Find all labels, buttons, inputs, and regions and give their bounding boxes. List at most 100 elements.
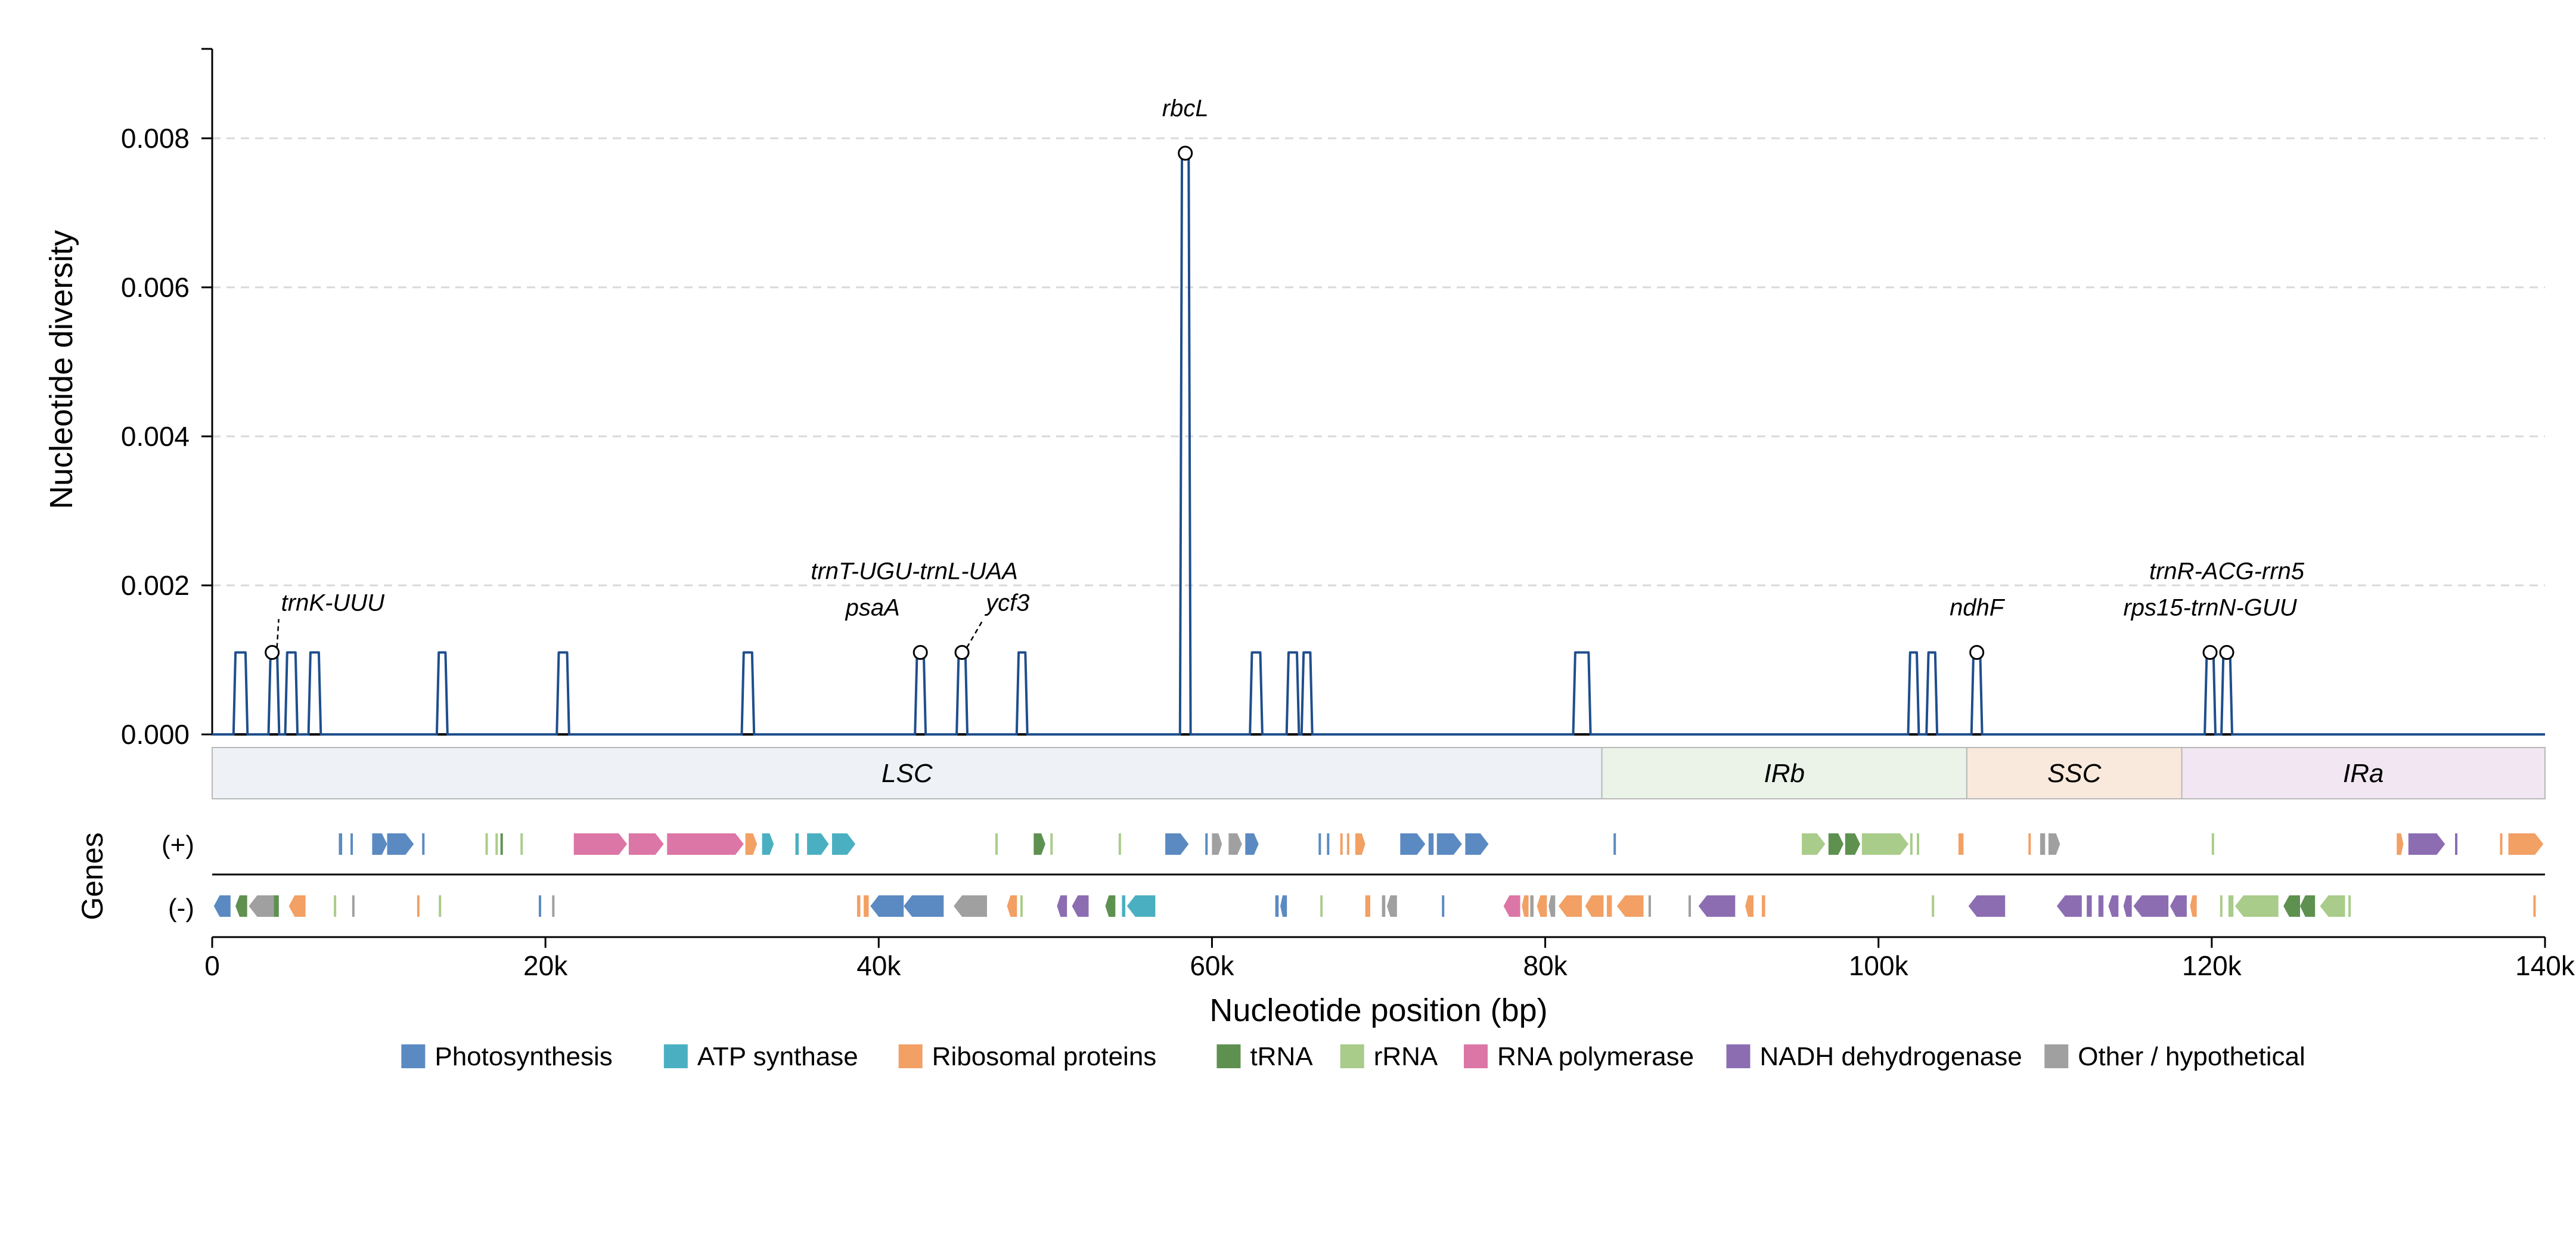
gene-minus-strand — [1548, 895, 1556, 917]
gene-plus-strand — [2508, 833, 2544, 855]
gene-minus-strand — [1020, 895, 1023, 917]
gene-plus-strand — [1400, 833, 1426, 855]
gene-minus-strand — [417, 895, 420, 917]
gene-minus-strand — [2320, 895, 2345, 917]
gene-minus-strand — [870, 895, 904, 917]
gene-minus-strand — [439, 895, 442, 917]
gene-minus-strand — [1382, 895, 1386, 917]
gene-plus-strand — [422, 833, 425, 855]
gene-plus-strand — [995, 833, 998, 855]
peak-marker — [954, 645, 970, 660]
gene-minus-strand — [2170, 895, 2187, 917]
gene-plus-strand — [1355, 833, 1365, 855]
gene-plus-strand — [1917, 833, 1920, 855]
region-ssc — [1966, 747, 2183, 799]
peak-marker — [2219, 645, 2234, 660]
gene-plus-strand — [1118, 833, 1121, 855]
gene-minus-strand — [2123, 895, 2132, 917]
gene-plus-strand — [2211, 833, 2214, 855]
gene-minus-strand — [1122, 895, 1126, 917]
peak-marker — [1178, 145, 1193, 161]
legend-swatch — [1340, 1044, 1364, 1068]
gene-minus-strand — [2300, 895, 2316, 917]
gene-minus-strand — [235, 895, 247, 917]
legend-label: Other / hypothetical — [2078, 1042, 2305, 1071]
region-label: IRa — [2343, 759, 2383, 788]
legend-label: Ribosomal proteins — [932, 1042, 1157, 1071]
gene-minus-strand — [1387, 895, 1397, 917]
y-tick-label: 0.004 — [121, 421, 190, 452]
legend-swatch — [1464, 1044, 1488, 1068]
gene-minus-strand — [352, 895, 355, 917]
gene-plus-strand — [1428, 833, 1434, 855]
gene-plus-strand — [1861, 833, 1908, 855]
gene-minus-strand — [1320, 895, 1323, 917]
region-irb — [1601, 747, 1967, 799]
y-tick-label: 0.002 — [121, 570, 190, 601]
annotation-label: trnK-UUU — [281, 590, 385, 616]
gene-plus-strand — [339, 833, 343, 855]
x-tick-label: 120k — [2182, 950, 2242, 981]
gene-plus-strand — [500, 833, 503, 855]
region-lsc — [212, 747, 1603, 799]
legend-label: NADH dehydrogenase — [1759, 1042, 2022, 1071]
gene-minus-strand — [2533, 895, 2536, 917]
gene-minus-strand — [1057, 895, 1067, 917]
gene-plus-strand — [2408, 833, 2445, 855]
gene-plus-strand — [2455, 833, 2458, 855]
annotation-label: ndhF — [1950, 595, 2006, 621]
annotation-label: ycf3 — [984, 590, 1029, 616]
gene-plus-strand — [2040, 833, 2046, 855]
gene-plus-strand — [2500, 833, 2503, 855]
gene-minus-strand — [1762, 895, 1765, 917]
gene-plus-strand — [350, 833, 353, 855]
x-tick-label: 60k — [1190, 950, 1234, 981]
peak-marker — [2202, 645, 2218, 660]
gene-minus-strand — [1522, 895, 1529, 917]
legend-label: tRNA — [1250, 1042, 1313, 1071]
legend-label: rRNA — [1374, 1042, 1438, 1071]
gene-plus-strand — [1613, 833, 1616, 855]
gene-plus-strand — [807, 833, 829, 855]
x-tick-label: 100k — [1849, 950, 1909, 981]
annotation-label: psaA — [845, 595, 900, 621]
gene-plus-strand — [628, 833, 664, 855]
gene-minus-strand — [1558, 895, 1582, 917]
legend-label: ATP synthase — [697, 1042, 858, 1071]
gene-minus-strand — [1365, 895, 1371, 917]
diversity-line — [212, 152, 2545, 736]
peak-marker — [1969, 645, 1985, 660]
gene-minus-strand — [1585, 895, 1604, 917]
gene-plus-strand — [573, 833, 628, 855]
y-axis-label: Nucleotide diversity — [44, 230, 79, 509]
gene-minus-strand — [2228, 895, 2234, 917]
gene-plus-strand — [1828, 833, 1843, 855]
gene-minus-strand — [2235, 895, 2279, 917]
gene-plus-strand — [832, 833, 856, 855]
gene-plus-strand — [1245, 833, 1259, 855]
gene-plus-strand — [1165, 833, 1189, 855]
gene-minus-strand — [249, 895, 274, 917]
peak-marker — [265, 645, 280, 660]
gene-minus-strand — [1007, 895, 1017, 917]
gene-minus-strand — [2108, 895, 2119, 917]
gene-minus-strand — [1607, 895, 1612, 917]
gene-minus-strand — [2283, 895, 2300, 917]
x-tick-label: 0 — [204, 950, 220, 981]
gene-plus-strand — [1910, 833, 1913, 855]
y-tick-label: 0.000 — [121, 719, 190, 750]
gene-plus-strand — [1802, 833, 1826, 855]
gene-minus-strand — [1932, 895, 1935, 917]
x-tick-label: 40k — [856, 950, 901, 981]
gene-plus-strand — [667, 833, 744, 855]
gene-plus-strand — [1212, 833, 1222, 855]
gene-minus-strand — [1689, 895, 1692, 917]
gene-minus-strand — [1616, 895, 1644, 917]
gene-minus-strand — [904, 895, 944, 917]
legend-swatch — [2044, 1044, 2069, 1068]
region-ira — [2181, 747, 2546, 799]
gene-minus-strand — [1442, 895, 1445, 917]
gene-plus-strand — [1340, 833, 1343, 855]
x-tick-label: 80k — [1523, 950, 1568, 981]
annotation-label: rps15-trnN-GUU — [2123, 595, 2297, 621]
